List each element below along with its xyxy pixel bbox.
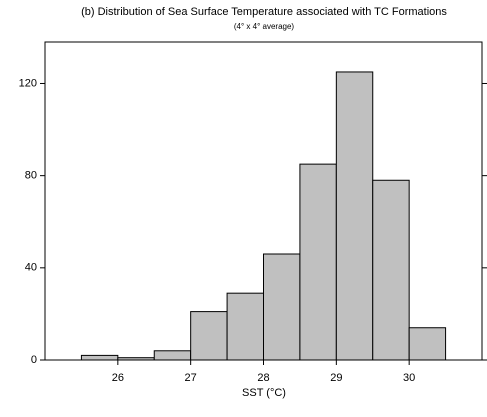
y-tick-label: 80 xyxy=(25,170,37,182)
bar xyxy=(372,179,410,361)
chart-subtitle: (4° x 4° average) xyxy=(234,22,295,31)
bar xyxy=(153,350,192,361)
bar xyxy=(263,253,301,361)
bar xyxy=(226,292,264,361)
x-tick-label: 29 xyxy=(330,372,342,384)
x-tick-label: 30 xyxy=(403,372,415,384)
bar xyxy=(335,71,374,361)
y-tick-label: 120 xyxy=(19,77,37,89)
x-tick-label: 27 xyxy=(185,372,197,384)
x-tick-label: 28 xyxy=(257,372,269,384)
plot-frame xyxy=(44,41,483,361)
y-tick-label: 40 xyxy=(25,262,37,274)
bar xyxy=(299,163,337,361)
x-axis-label: SST (°C) xyxy=(242,387,286,399)
bar xyxy=(190,311,228,361)
bar xyxy=(408,327,447,361)
chart-title: (b) Distribution of Sea Surface Temperat… xyxy=(81,6,447,18)
x-tick-label: 26 xyxy=(112,372,124,384)
y-tick-label: 0 xyxy=(31,354,37,366)
bar xyxy=(80,354,119,361)
